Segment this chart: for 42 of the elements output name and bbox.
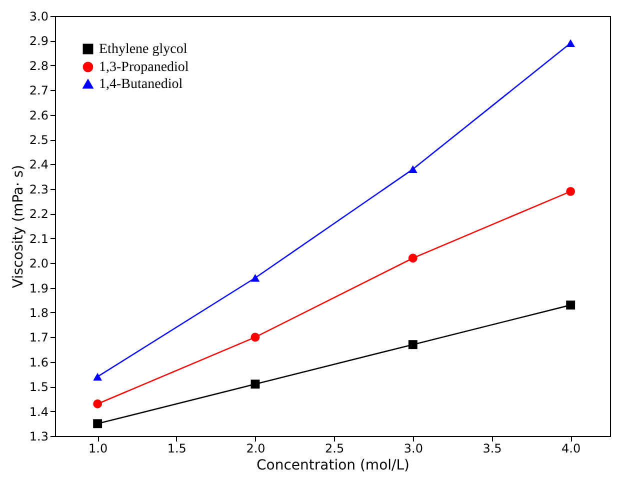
y-tick-label: 1.4 bbox=[29, 404, 48, 419]
x-tick-label: 2.0 bbox=[246, 442, 266, 456]
y-tick-label: 3.0 bbox=[29, 10, 48, 24]
y-tick-label: 2.7 bbox=[29, 84, 48, 98]
point bbox=[408, 254, 418, 263]
x-tick-label: 3.0 bbox=[404, 442, 423, 456]
point bbox=[408, 165, 418, 174]
x-tick-label: 1.5 bbox=[167, 442, 186, 456]
point bbox=[566, 186, 576, 196]
y-tick-label: 2.2 bbox=[29, 207, 48, 222]
point bbox=[250, 274, 260, 282]
legend-label: 1,4-Butanediol bbox=[99, 77, 183, 92]
point bbox=[566, 300, 576, 310]
y-tick-label: 1.3 bbox=[29, 430, 48, 444]
x-tick-label: 3.5 bbox=[482, 442, 502, 456]
x-tick-label: 2.5 bbox=[325, 442, 344, 456]
y-axis-title: Viscosity (mPa· s) bbox=[10, 164, 26, 288]
y-tick-label: 2.3 bbox=[29, 182, 48, 196]
point bbox=[566, 39, 576, 48]
y-tick-label: 2.6 bbox=[29, 108, 48, 122]
y-tick-label: 2.1 bbox=[29, 232, 48, 246]
legend-label: 1,3-Propanediol bbox=[99, 60, 189, 75]
x-tick-label: 4.0 bbox=[562, 442, 581, 456]
point bbox=[93, 419, 102, 428]
point bbox=[93, 372, 102, 381]
y-tick-label: 2.8 bbox=[29, 58, 48, 73]
y-tick-label: 1.7 bbox=[29, 330, 48, 345]
point bbox=[250, 332, 260, 342]
x-tick-label: 1.0 bbox=[88, 442, 108, 456]
legend-label: Ethylene glycol bbox=[99, 42, 188, 57]
y-tick-label: 1.5 bbox=[29, 380, 48, 394]
y-tick-label: 1.8 bbox=[29, 306, 48, 320]
point bbox=[250, 380, 260, 389]
point bbox=[408, 340, 418, 350]
y-tick-label: 2.0 bbox=[29, 256, 48, 271]
y-tick-label: 1.6 bbox=[29, 355, 48, 370]
x-axis-title: Concentration (mol/L) bbox=[256, 458, 410, 474]
y-tick-label: 2.4 bbox=[29, 158, 48, 172]
y-tick-label: 1.9 bbox=[29, 281, 48, 296]
point bbox=[93, 399, 102, 408]
y-tick-label: 2.5 bbox=[29, 133, 48, 148]
y-tick-label: 2.9 bbox=[29, 34, 48, 48]
